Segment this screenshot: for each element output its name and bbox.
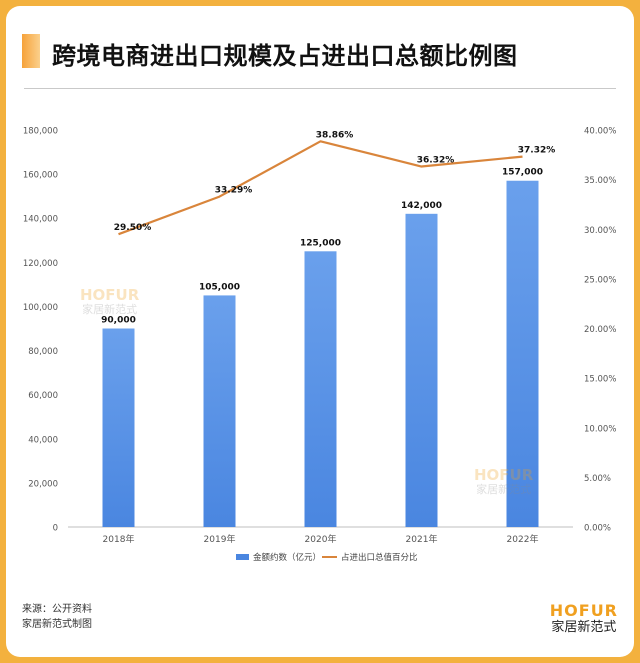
bar-value-label: 125,000 <box>300 238 341 248</box>
right-axis-tick-label: 30.00% <box>584 226 616 236</box>
left-axis-tick-label: 60,000 <box>28 391 58 401</box>
x-axis-tick-label: 2018年 <box>103 533 135 545</box>
line-value-label: 36.32% <box>417 156 455 166</box>
bar-value-label: 90,000 <box>101 316 136 326</box>
bar <box>203 295 236 527</box>
right-axis-tick-label: 20.00% <box>584 325 616 335</box>
source-note: 来源：公开资料 家居新范式制图 <box>22 602 92 632</box>
right-axis-tick-label: 25.00% <box>584 275 616 285</box>
left-axis-tick-label: 140,000 <box>23 215 58 225</box>
bar <box>405 213 438 528</box>
left-axis-tick-label: 120,000 <box>23 259 58 269</box>
right-axis-tick-label: 40.00% <box>584 127 616 137</box>
left-axis-tick-label: 20,000 <box>28 479 58 489</box>
line-series-percent <box>118 140 523 236</box>
bar-value-label: 142,000 <box>401 201 442 211</box>
bar <box>506 180 539 527</box>
line-value-label: 38.86% <box>316 130 354 140</box>
logo-cn: 家居新范式 <box>551 620 617 635</box>
left-axis-tick-label: 160,000 <box>23 171 58 181</box>
bar <box>304 251 337 528</box>
legend-bar-label: 金额约数（亿元） <box>253 552 321 563</box>
left-axis-tick-label: 0 <box>53 524 58 534</box>
x-axis-tick-label: 2019年 <box>204 533 236 545</box>
page-title: 跨境电商进出口规模及占进出口总额比例图 <box>52 42 518 70</box>
line-value-label: 33.29% <box>215 186 253 196</box>
bar-value-label: 105,000 <box>199 282 240 292</box>
bar <box>102 328 135 527</box>
left-axis-tick-label: 40,000 <box>28 435 58 445</box>
line-value-label: 37.32% <box>518 146 556 156</box>
left-axis-tick-label: 100,000 <box>23 303 58 313</box>
x-axis-tick-label: 2020年 <box>305 533 337 545</box>
title-divider <box>24 88 616 89</box>
x-axis-tick-label: 2022年 <box>507 533 539 545</box>
right-axis-tick-label: 0.00% <box>584 524 611 534</box>
right-axis-tick-label: 10.00% <box>584 424 616 434</box>
line-value-label: 29.50% <box>114 223 152 233</box>
source-line-1: 来源：公开资料 <box>22 604 92 615</box>
title-accent-bar <box>22 34 40 68</box>
bar-value-label: 157,000 <box>502 168 543 178</box>
left-axis-tick-label: 80,000 <box>28 347 58 357</box>
logo-en: HOFUR <box>549 601 618 620</box>
source-line-2: 家居新范式制图 <box>22 619 92 630</box>
right-axis-tick-label: 5.00% <box>584 474 611 484</box>
brand-logo: HOFUR 家居新范式 <box>550 602 618 636</box>
x-axis-tick-label: 2021年 <box>406 533 438 545</box>
right-axis-tick-label: 35.00% <box>584 176 616 186</box>
right-axis-tick-label: 15.00% <box>584 375 616 385</box>
legend-bar-swatch <box>236 554 249 560</box>
left-axis-tick-label: 180,000 <box>23 127 58 137</box>
legend-line-label: 占进出口总值百分比 <box>341 552 418 563</box>
